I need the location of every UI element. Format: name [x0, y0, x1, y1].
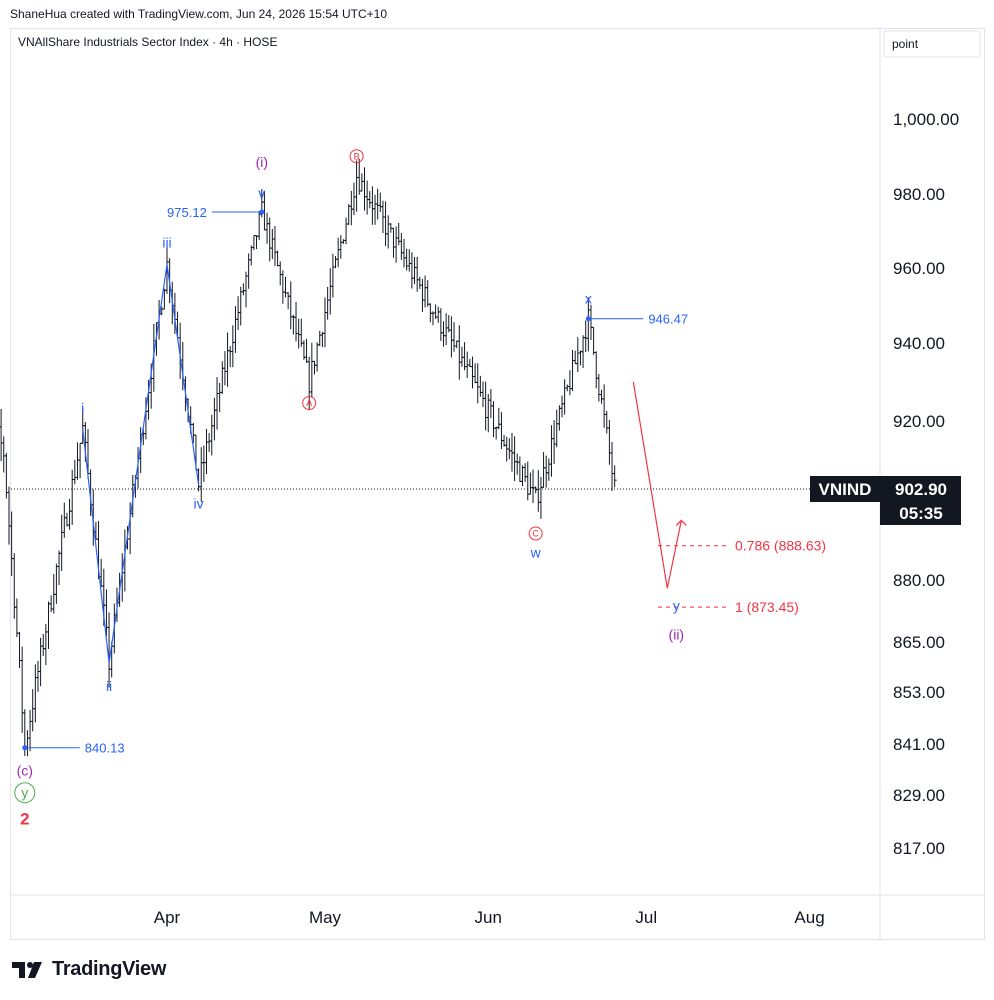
scale-mode-button[interactable] — [883, 30, 981, 58]
wave-label-x: x — [585, 291, 592, 307]
wave-label-c-ring — [528, 526, 543, 541]
wave-label-a: A — [306, 398, 312, 408]
y-tick-label: 841.00 — [893, 735, 945, 754]
wave-label-(c): (c) — [17, 763, 33, 779]
countdown-label: 05:35 — [899, 504, 942, 523]
symbol-label: VNIND — [819, 480, 872, 499]
wave-label-ii: ii — [106, 678, 112, 694]
y-tick-label: 880.00 — [893, 571, 945, 590]
chart-credit: ShaneHua created with TradingView.com, J… — [10, 7, 388, 21]
price-axis: 1,000.00 980.00 960.00 940.00 920.00 880.00 86… — [893, 110, 959, 858]
wave-label-(ii): (ii) — [669, 626, 685, 642]
fib-level-label: 1 (873.45) — [735, 599, 799, 615]
y-tick-label: 829.00 — [893, 786, 945, 805]
high-975-label: 975.12 — [167, 205, 207, 220]
projection-arrowhead — [675, 519, 687, 526]
candles — [0, 158, 617, 757]
impulse-wave-line — [82, 264, 200, 663]
y-tick-label: 865.00 — [893, 633, 945, 652]
x-tick-label: Jul — [635, 908, 657, 927]
low-840-label: 840.13 — [85, 741, 125, 756]
projection-arrow — [632, 381, 682, 589]
time-axis: Apr May Jun Jul Aug — [154, 908, 825, 927]
footer-brand: TradingView — [52, 958, 167, 980]
y-tick-label: 853.00 — [893, 683, 945, 702]
y-tick-label: 960.00 — [893, 259, 945, 278]
wave-label-w: w — [530, 545, 542, 561]
wave-label-iv: iv — [194, 496, 204, 512]
scale-mode-label: point — [892, 37, 919, 51]
y-tick-label: 940.00 — [893, 334, 945, 353]
wave-label-v: v — [258, 185, 265, 201]
y-tick-label: 1,000.00 — [893, 110, 959, 129]
high-946-label: 946.47 — [648, 312, 688, 327]
wave-label-iii: iii — [162, 234, 171, 250]
x-tick-label: May — [309, 908, 342, 927]
last-price-badge: VNIND 902.90 05:35 — [810, 476, 961, 525]
price-chart[interactable]: VNAllShare Industrials Sector Index · 4h… — [0, 0, 994, 945]
wave-label-a-ring — [302, 396, 317, 410]
chart-frame — [10, 28, 985, 940]
wave-label-(i): (i) — [256, 154, 268, 170]
chart-title: VNAllShare Industrials Sector Index · 4h… — [18, 35, 277, 49]
wave-label-b: B — [354, 151, 360, 161]
y-tick-label: 920.00 — [893, 412, 945, 431]
wave-label-y-circled: y — [21, 785, 28, 801]
fib-level-label: 0.786 (888.63) — [735, 538, 826, 554]
x-tick-label: Jun — [475, 908, 502, 927]
overlays: 0.786 (888.63) 1 (873.45) 975.12 946.47 840.… — [11, 149, 826, 829]
x-tick-label: Apr — [154, 908, 181, 927]
wave-label-c: C — [532, 529, 539, 539]
wave-label-b-ring — [349, 149, 364, 164]
tradingview-logo-icon — [12, 961, 42, 978]
last-price-label: 902.90 — [895, 480, 947, 499]
footer: TradingView — [12, 958, 166, 981]
x-tick-label: Aug — [794, 908, 824, 927]
wave-label-y: y — [673, 597, 680, 613]
y-tick-label: 817.00 — [893, 839, 945, 858]
wave-label-y-circled-ring — [14, 782, 36, 804]
y-tick-label: 980.00 — [893, 185, 945, 204]
wave-label-2: 2 — [20, 810, 29, 829]
wave-label-i: i — [81, 400, 84, 416]
